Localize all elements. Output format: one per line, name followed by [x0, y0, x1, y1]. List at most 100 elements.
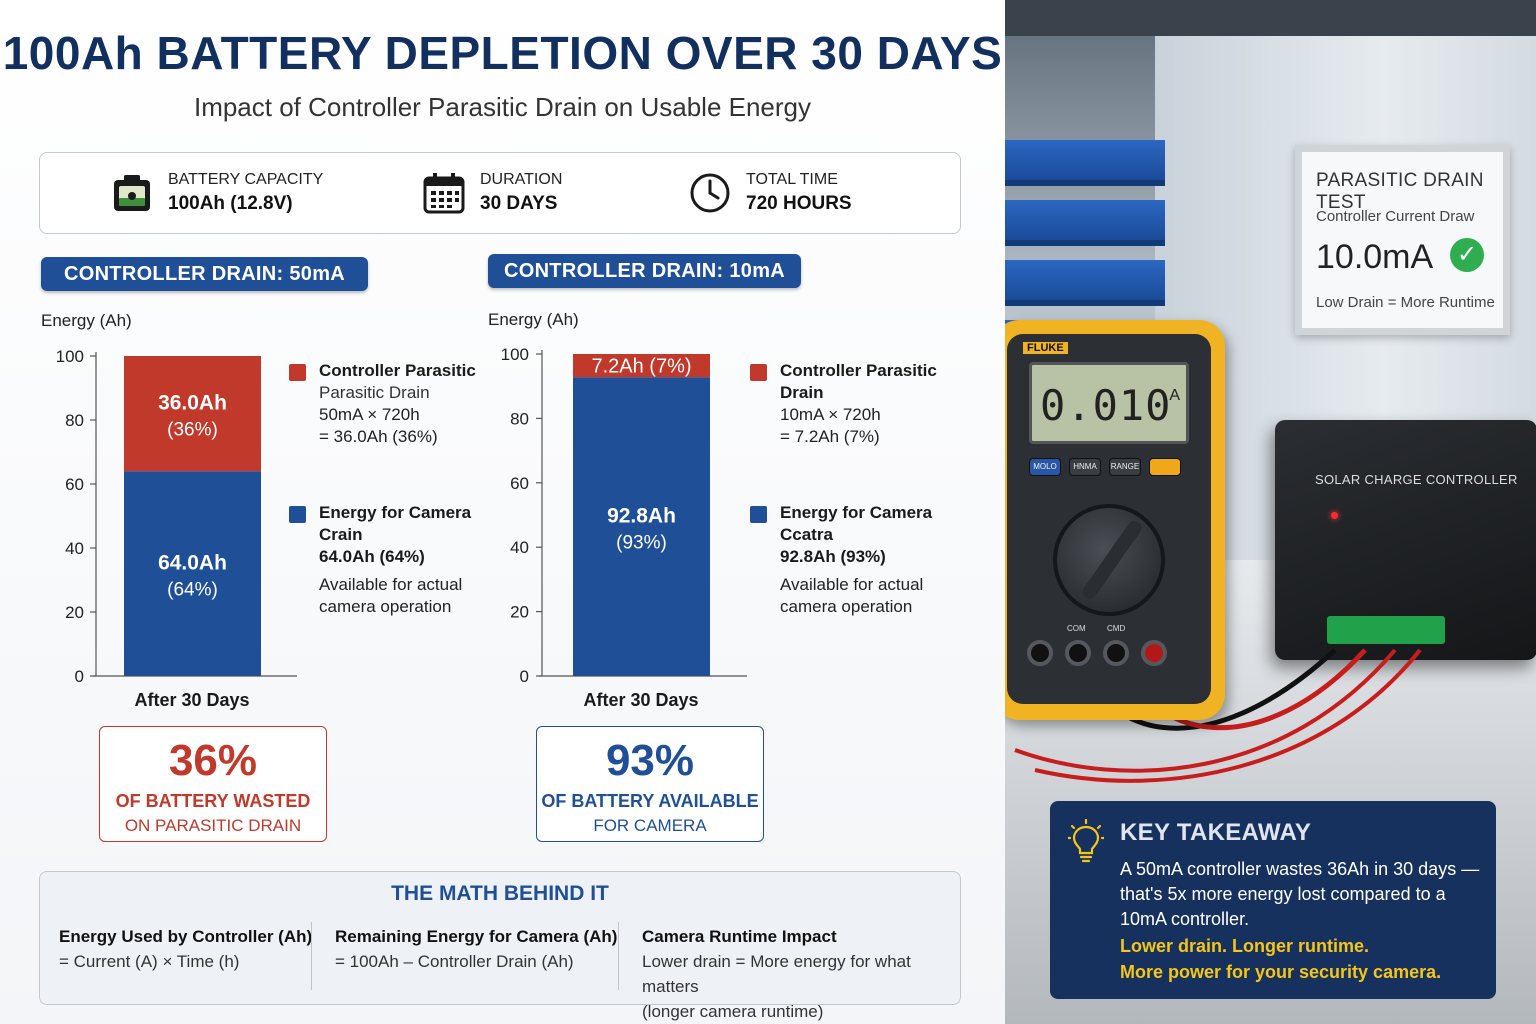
legend-head2: Crain	[319, 525, 363, 544]
legend-head: Controller Parasitic	[319, 361, 476, 380]
stat-wasted: 36% OF BATTERY WASTED ON PARASITIC DRAIN	[99, 726, 327, 842]
bar-segment-drain	[573, 354, 710, 378]
math-col-body: = Current (A) × Time (h)	[59, 952, 240, 971]
math-col-controller: Energy Used by Controller (Ah) = Current…	[59, 924, 312, 974]
legend-line: = 36.0Ah (36%)	[319, 427, 438, 446]
charts-canvas: Energy (Ah) 0 20 40 60 80 100 64.0Ah (64%) 36.0Ah…	[41, 310, 747, 710]
y-axis-label: Energy (Ah)	[41, 311, 132, 330]
legend-line: Available for actual	[319, 575, 463, 594]
legend-swatch-camera	[750, 506, 767, 523]
specs-bar: BATTERY CAPACITY 100Ah (12.8V) DURATION …	[39, 152, 961, 234]
status-led-icon	[1331, 512, 1338, 519]
sign-footer: Low Drain = More Runtime	[1316, 294, 1495, 311]
input-jack-icon	[1103, 640, 1129, 666]
multimeter-body: FLUKE 0.010 A MOLO HNMA RANGE COM CMD	[1007, 334, 1211, 704]
spec-duration-label: DURATION	[480, 171, 563, 188]
y-tick-label: 20	[65, 603, 84, 622]
input-jack-icon	[1141, 640, 1167, 666]
spec-duration-value: 30 DAYS	[480, 193, 558, 214]
legend-head2: Drain	[780, 383, 824, 402]
infographic-panel: 100Ah BATTERY DEPLETION OVER 30 DAYS Imp…	[0, 0, 1005, 1024]
jack-label: CMD	[1107, 624, 1126, 633]
spec-battery: BATTERY CAPACITY 100Ah (12.8V)	[110, 171, 323, 215]
meter-button: MOLO	[1029, 458, 1061, 476]
legend-head2: Ccatra	[780, 525, 833, 544]
battery-icon	[114, 175, 150, 211]
controller-label: SOLAR CHARGE CONTROLLER	[1315, 472, 1518, 487]
spec-time-value: 720 HOURS	[746, 193, 852, 214]
jack-label: COM	[1067, 624, 1086, 633]
y-tick-label: 40	[510, 538, 529, 557]
data-label-pct: (93%)	[616, 533, 667, 554]
chart-2-legend-drain: Controller Parasitic Drain 10mA × 720h =…	[750, 360, 950, 448]
math-col-body: Lower drain = More energy for what matte…	[642, 952, 911, 996]
page-title: 100Ah BATTERY DEPLETION OVER 30 DAYS	[2, 27, 1003, 79]
stat-wasted-line1: OF BATTERY WASTED	[115, 791, 311, 811]
y-tick-label: 60	[65, 475, 84, 494]
legend-line: camera operation	[319, 597, 452, 616]
y-tick-label: 100	[56, 347, 84, 366]
takeaway-highlight-2: More power for your security camera.	[1120, 962, 1442, 982]
bar-segment-camera	[124, 471, 261, 676]
meter-reading: 0.010	[1040, 381, 1172, 430]
stat-wasted-value: 36%	[168, 736, 258, 785]
spec-duration: DURATION 30 DAYS	[422, 171, 562, 215]
math-divider	[618, 922, 619, 990]
chart-1-title: CONTROLLER DRAIN: 50mA	[41, 257, 368, 291]
y-tick-label: 80	[510, 409, 529, 428]
data-label-pct: (36%)	[167, 420, 218, 441]
spec-total-time: TOTAL TIME 720 HOURS	[688, 171, 852, 215]
math-col-head: Remaining Energy for Camera (Ah)	[335, 927, 618, 946]
rotary-dial-icon	[1053, 504, 1165, 616]
legend-line: 64.0Ah (64%)	[319, 547, 425, 566]
math-col-remaining: Remaining Energy for Camera (Ah) = 100Ah…	[335, 924, 617, 974]
takeaway-title: KEY TAKEAWAY	[1120, 819, 1312, 846]
takeaway-body: A 50mA controller wastes 36Ah in 30 days…	[1120, 859, 1480, 929]
data-label: 92.8Ah	[607, 505, 676, 528]
storage-bin	[1005, 200, 1165, 246]
math-divider	[311, 922, 312, 990]
page-subtitle: Impact of Controller Parasitic Drain on …	[193, 92, 812, 122]
spec-time-label: TOTAL TIME	[746, 171, 838, 188]
clock-icon	[690, 173, 730, 213]
legend-line: 10mA × 720h	[780, 405, 881, 424]
math-col-body: = 100Ah – Controller Drain (Ah)	[335, 952, 574, 971]
takeaway-highlight: Lower drain. Longer runtime. More power …	[1120, 933, 1480, 985]
takeaway-highlight-1: Lower drain. Longer runtime.	[1120, 936, 1370, 956]
y-tick-label: 60	[510, 474, 529, 493]
calendar-icon	[423, 173, 465, 214]
math-col-runtime: Camera Runtime Impact Lower drain = More…	[642, 924, 960, 1024]
math-title: THE MATH BEHIND IT	[391, 882, 609, 905]
legend-line: 92.8Ah (93%)	[780, 547, 886, 566]
checkmark-icon: ✓	[1450, 238, 1484, 272]
meter-unit: A	[1169, 387, 1180, 404]
legend-head2: Parasitic Drain	[319, 383, 430, 402]
lightbulb-icon	[1068, 819, 1104, 863]
y-tick-label: 40	[65, 539, 84, 558]
sign-title: PARASITIC DRAIN TEST	[1316, 170, 1484, 213]
input-jack-icon	[1027, 640, 1053, 666]
y-tick-label: 0	[75, 667, 84, 686]
math-section: THE MATH BEHIND IT Energy Used by Contro…	[39, 871, 961, 1021]
math-col-head: Camera Runtime Impact	[642, 927, 837, 946]
stat-wasted-line2: ON PARASITIC DRAIN	[124, 816, 302, 835]
drain-test-sign: PARASITIC DRAIN TEST Controller Current …	[1295, 145, 1510, 335]
y-tick-label: 20	[510, 603, 529, 622]
chart-2-legend-camera: Energy for Camera Ccatra 92.8Ah (93%) Av…	[750, 502, 950, 618]
storage-bin	[1005, 140, 1165, 186]
stat-available-line1: OF BATTERY AVAILABLE	[541, 791, 759, 811]
y-axis-label: Energy (Ah)	[488, 310, 579, 329]
chart-1-legend-camera: Energy for Camera Crain 64.0Ah (64%) Ava…	[289, 502, 489, 618]
legend-swatch-camera	[289, 506, 306, 523]
legend-line: 50mA × 720h	[319, 405, 420, 424]
input-jack-icon	[1065, 640, 1091, 666]
legend-line: = 7.2Ah (7%)	[780, 427, 880, 446]
x-category-label: After 30 Days	[583, 690, 698, 710]
legend-line: camera operation	[780, 597, 913, 616]
data-label-pct: (64%)	[167, 580, 218, 601]
meter-button-yellow	[1149, 458, 1181, 476]
ceiling-shelf	[1005, 0, 1536, 36]
y-tick-label: 80	[65, 411, 84, 430]
spec-battery-label: BATTERY CAPACITY	[168, 171, 324, 188]
bar-segment-camera	[573, 377, 710, 676]
